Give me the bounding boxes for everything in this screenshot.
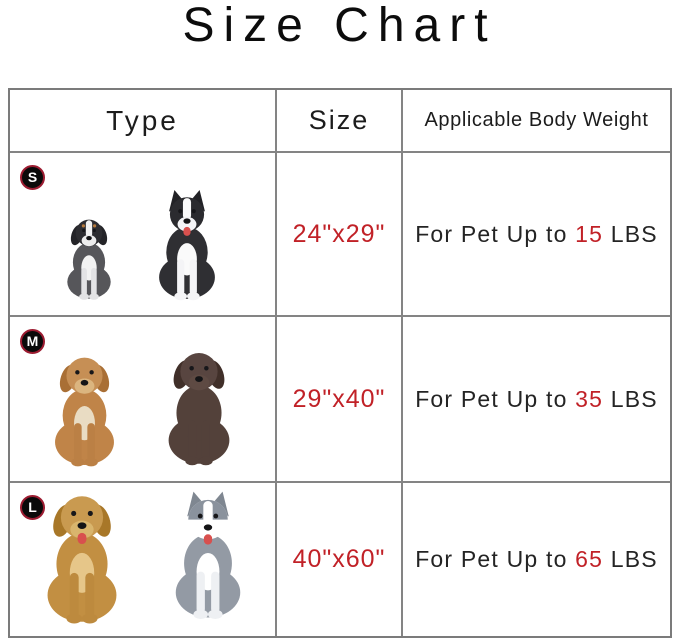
dog-illustration-bernese-mountain-puppy <box>54 209 124 303</box>
row-large-size-value: 40"x60" <box>277 483 403 636</box>
dog-illustration-border-collie-puppy <box>142 185 232 303</box>
header-weight: Applicable Body Weight <box>403 90 670 153</box>
row-medium-size-value: 29"x40" <box>277 317 403 483</box>
size-badge-s: S <box>20 165 45 190</box>
weight-value: 35 <box>575 385 604 412</box>
weight-suffix: LBS <box>603 220 658 247</box>
row-large-weight-cell: For Pet Up to 65 LBS <box>403 483 670 636</box>
row-small-type-cell: S <box>10 153 277 317</box>
weight-prefix: For Pet Up to <box>415 546 576 572</box>
weight-text: For Pet Up to 65 LBS <box>415 546 658 573</box>
header-size: Size <box>277 90 403 153</box>
weight-value: 15 <box>575 220 604 247</box>
weight-prefix: For Pet Up to <box>415 385 576 412</box>
size-chart-table: Type Size Applicable Body Weight S 24"x2… <box>8 88 672 638</box>
dog-illustration-siberian-husky <box>156 484 260 624</box>
row-medium-type-cell: M <box>10 317 277 483</box>
weight-suffix: LBS <box>603 546 658 572</box>
row-medium-weight-cell: For Pet Up to 35 LBS <box>403 317 670 483</box>
dog-illustration-chocolate-labrador <box>150 339 248 469</box>
weight-text: For Pet Up to 35 LBS <box>415 386 658 413</box>
row-small-size-value: 24"x29" <box>277 153 403 317</box>
header-type: Type <box>10 90 277 153</box>
page-title: Size Chart <box>182 0 497 52</box>
dog-illustration-cockapoo-puppy <box>37 345 132 469</box>
size-badge-m: M <box>20 329 45 354</box>
weight-value: 65 <box>575 546 604 572</box>
weight-prefix: For Pet Up to <box>415 220 576 247</box>
weight-text: For Pet Up to 15 LBS <box>415 221 658 248</box>
dog-illustration-golden-retriever <box>26 484 138 624</box>
row-small-weight-cell: For Pet Up to 15 LBS <box>403 153 670 317</box>
size-badge-l: L <box>20 495 45 520</box>
weight-suffix: LBS <box>603 385 658 412</box>
row-large-type-cell: L <box>10 483 277 636</box>
